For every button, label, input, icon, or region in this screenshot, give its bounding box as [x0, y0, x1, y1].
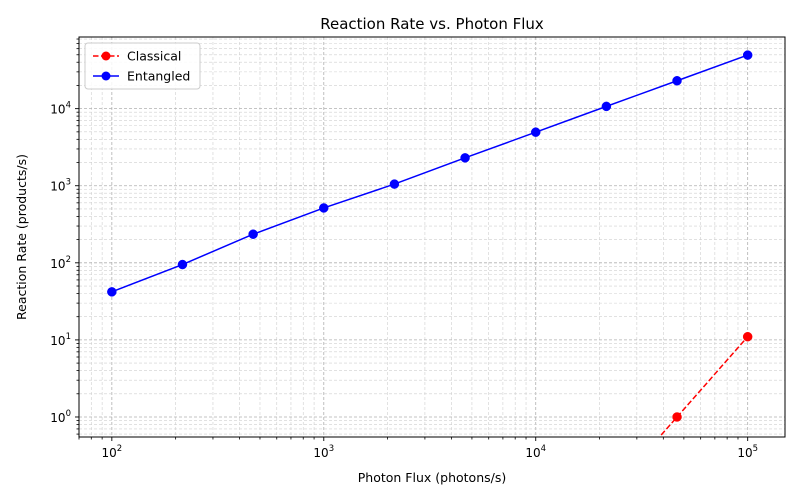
legend-label-entangled: Entangled	[127, 69, 190, 84]
series-layer	[107, 50, 753, 437]
entangled-data-point	[672, 76, 682, 86]
entangled-data-point	[389, 179, 400, 189]
entangled-data-point	[601, 101, 612, 112]
ticks: 102 103 104 105 100 101 102 103 104	[50, 38, 758, 460]
y-tick-label: 100	[50, 409, 71, 425]
entangled-data-point	[460, 153, 470, 163]
legend-label-classical: Classical	[127, 49, 181, 64]
entangled-series-line	[111, 54, 748, 293]
classical-data-point	[672, 412, 682, 422]
classical-series-line	[658, 336, 749, 437]
legend-marker-classical	[101, 51, 111, 61]
entangled-data-point	[742, 50, 753, 60]
x-tick-label: 103	[313, 444, 334, 460]
legend-marker-entangled	[101, 71, 111, 81]
y-tick-label: 103	[50, 178, 71, 194]
x-tick-label: 105	[737, 444, 758, 460]
x-axis-label: Photon Flux (photons/s)	[358, 470, 506, 485]
legend-box	[84, 42, 201, 90]
chart-title: Reaction Rate vs. Photon Flux	[320, 15, 544, 33]
classical-data-point	[742, 331, 753, 342]
x-tick-label: 104	[525, 444, 546, 460]
grid	[78, 37, 785, 437]
entangled-data-point	[248, 229, 258, 239]
entangled-data-point	[177, 259, 188, 270]
y-tick-label: 104	[50, 101, 71, 117]
x-tick-label: 102	[101, 444, 122, 460]
y-tick-label: 101	[50, 332, 71, 348]
entangled-data-point	[107, 287, 117, 297]
entangled-data-point	[530, 127, 541, 137]
entangled-data-point	[319, 203, 329, 213]
y-axis-label: Reaction Rate (products/s)	[14, 154, 29, 320]
y-tick-label: 102	[50, 255, 71, 271]
axes-frame	[78, 36, 786, 438]
legend: Classical Entangled	[84, 42, 201, 90]
